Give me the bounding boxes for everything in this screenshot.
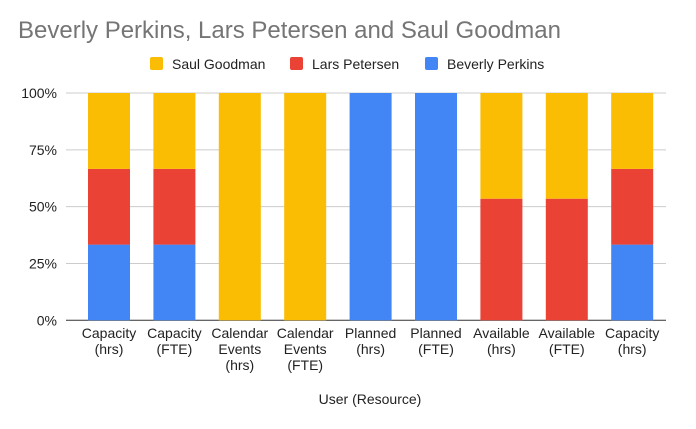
x-tick-label: Planned	[345, 325, 396, 341]
bar-segment-saul-goodman[interactable]	[611, 93, 654, 169]
legend-label: Beverly Perkins	[447, 56, 544, 72]
bar-segment-lars-petersen[interactable]	[611, 168, 654, 245]
bar-segment-saul-goodman[interactable]	[218, 93, 261, 321]
y-tick-label: 25%	[29, 255, 57, 271]
legend-label: Lars Petersen	[312, 56, 399, 72]
bar-segment-beverly-perkins[interactable]	[88, 244, 130, 321]
bar-segment-lars-petersen[interactable]	[480, 198, 523, 321]
bar-segment-beverly-perkins[interactable]	[611, 244, 654, 321]
x-tick-label: Available	[473, 325, 530, 341]
legend-item[interactable]: Saul Goodman	[150, 56, 265, 72]
bar-segment-beverly-perkins[interactable]	[349, 93, 392, 321]
y-tick-label: 100%	[21, 85, 57, 101]
bar-segment-saul-goodman[interactable]	[545, 93, 588, 199]
x-tick-label: (hrs)	[225, 357, 254, 373]
x-tick-label: Capacity	[605, 325, 659, 341]
x-tick-label: Calendar	[277, 325, 334, 341]
x-tick-label: (FTE)	[549, 341, 585, 357]
x-tick-label: (hrs)	[356, 341, 385, 357]
legend: Saul Goodman Lars Petersen Beverly Perkins	[150, 56, 544, 72]
x-tick-label: Events	[218, 341, 261, 357]
bars	[88, 93, 654, 321]
bar-segment-lars-petersen[interactable]	[88, 168, 130, 245]
x-tick-label: Available	[539, 325, 596, 341]
x-tick-label: (FTE)	[287, 357, 323, 373]
x-tick-label: (FTE)	[418, 341, 454, 357]
legend-item[interactable]: Lars Petersen	[290, 56, 399, 72]
bar-segment-lars-petersen[interactable]	[153, 168, 196, 245]
legend-swatch	[150, 57, 163, 70]
x-tick-label: Capacity	[82, 325, 136, 341]
x-tick-label: Calendar	[211, 325, 268, 341]
legend-label: Saul Goodman	[172, 56, 265, 72]
y-tick-label: 75%	[29, 142, 57, 158]
x-tick-label: Capacity	[147, 325, 201, 341]
x-tick-label: Planned	[410, 325, 461, 341]
x-tick-label: (FTE)	[157, 341, 193, 357]
legend-swatch	[425, 57, 438, 70]
x-axis-title: User (Resource)	[319, 391, 422, 407]
bar-segment-beverly-perkins[interactable]	[415, 93, 457, 321]
legend-swatch	[290, 57, 303, 70]
x-tick-label: Events	[284, 341, 327, 357]
y-tick-label: 0%	[37, 312, 57, 328]
chart-title: Beverly Perkins, Lars Petersen and Saul …	[18, 17, 561, 44]
x-axis-labels: Capacity(hrs)Capacity(FTE)CalendarEvents…	[82, 325, 660, 373]
y-tick-label: 50%	[29, 199, 57, 215]
legend-item[interactable]: Beverly Perkins	[425, 56, 544, 72]
bar-segment-saul-goodman[interactable]	[480, 93, 523, 199]
bar-segment-saul-goodman[interactable]	[284, 93, 327, 321]
bar-segment-saul-goodman[interactable]	[153, 93, 196, 169]
bar-segment-beverly-perkins[interactable]	[153, 244, 196, 321]
x-tick-label: (hrs)	[95, 341, 124, 357]
bar-segment-saul-goodman[interactable]	[88, 93, 130, 169]
x-tick-label: (hrs)	[487, 341, 516, 357]
bar-segment-lars-petersen[interactable]	[545, 198, 588, 321]
x-tick-label: (hrs)	[618, 341, 647, 357]
